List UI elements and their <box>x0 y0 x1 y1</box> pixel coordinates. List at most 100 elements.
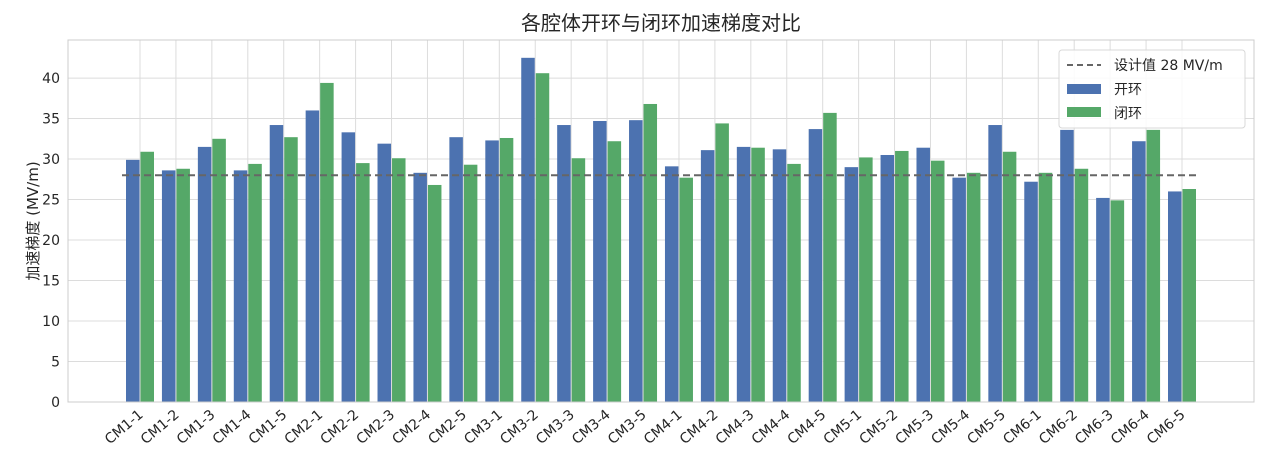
x-tick-label: CM1-5 <box>246 407 291 448</box>
bar-closed-loop-cm5-3 <box>930 160 945 402</box>
legend-label-closed-loop: 闭环 <box>1114 106 1142 122</box>
bar-closed-loop-cm1-1 <box>140 151 154 402</box>
x-tick-label: CM6-2 <box>1036 407 1081 448</box>
plot-frame <box>67 39 1255 403</box>
x-tick-label: CM1-3 <box>174 407 219 448</box>
bar-open-loop-cm1-2 <box>161 170 176 402</box>
bar-closed-loop-cm2-4 <box>427 184 442 402</box>
x-tick-label: CM2-2 <box>318 407 363 448</box>
bar-open-loop-cm4-5 <box>808 129 823 403</box>
bar-open-loop-cm4-3 <box>736 146 751 402</box>
x-tick-label: CM5-3 <box>893 407 938 448</box>
grid <box>68 40 1254 403</box>
x-tick-label: CM6-4 <box>1108 407 1153 448</box>
bars <box>126 57 1196 403</box>
bar-open-loop-cm3-4 <box>593 120 607 402</box>
bar-open-loop-cm4-2 <box>700 150 715 402</box>
bar-open-loop-cm5-3 <box>916 147 930 402</box>
x-tick-label: CM4-3 <box>713 407 758 448</box>
legend-swatch-closed-loop <box>1067 107 1101 117</box>
bar-open-loop-cm2-1 <box>305 110 320 403</box>
bar-open-loop-cm6-5 <box>1168 191 1182 402</box>
x-tick-label: CM4-2 <box>677 407 722 448</box>
bar-open-loop-cm5-2 <box>880 154 895 402</box>
bar-closed-loop-cm5-2 <box>895 150 909 402</box>
bar-open-loop-cm6-2 <box>1060 129 1074 402</box>
bar-open-loop-cm3-2 <box>521 57 535 402</box>
bar-open-loop-cm1-1 <box>126 159 140 402</box>
bar-closed-loop-cm3-1 <box>499 137 514 402</box>
x-tick-label: CM6-5 <box>1144 407 1189 448</box>
x-tick-label: CM4-4 <box>749 407 794 448</box>
bar-open-loop-cm3-5 <box>629 120 643 402</box>
bar-closed-loop-cm1-4 <box>248 163 262 402</box>
x-tick-label: CM2-5 <box>425 407 470 448</box>
bar-open-loop-cm6-1 <box>1024 181 1038 402</box>
bar-closed-loop-cm6-2 <box>1074 168 1089 402</box>
bar-closed-loop-cm5-1 <box>859 157 873 402</box>
bar-open-loop-cm1-4 <box>233 170 248 402</box>
bar-open-loop-cm6-4 <box>1132 141 1146 403</box>
bar-open-loop-cm4-1 <box>664 166 679 402</box>
x-tick-label: CM6-1 <box>1000 407 1045 448</box>
bar-open-loop-cm3-1 <box>485 140 499 402</box>
x-tick-label: CM3-5 <box>605 407 650 448</box>
bar-open-loop-cm2-2 <box>341 132 356 402</box>
x-tick-label: CM4-5 <box>785 407 830 448</box>
x-tick-label: CM3-4 <box>569 407 614 448</box>
x-tick-label: CM5-4 <box>928 407 973 448</box>
y-tick-label: 40 <box>42 71 60 87</box>
x-tick-label: CM2-4 <box>389 407 434 448</box>
bar-closed-loop-cm2-1 <box>320 82 334 403</box>
bar-closed-loop-cm6-3 <box>1110 200 1125 402</box>
x-tick-label: CM5-5 <box>964 407 1009 448</box>
bar-closed-loop-cm2-2 <box>356 163 370 402</box>
bar-open-loop-cm2-4 <box>413 172 427 402</box>
bar-closed-loop-cm4-4 <box>787 163 801 402</box>
chart-title: 各腔体开环与闭环加速梯度对比 <box>521 11 801 35</box>
legend: 设计值 28 MV/m 开环 闭环 <box>1058 49 1246 129</box>
bar-open-loop-cm2-5 <box>449 137 463 402</box>
y-axis-label: 加速梯度 (MV/m) <box>24 161 42 280</box>
bar-open-loop-cm5-1 <box>844 167 859 402</box>
bar-closed-loop-cm5-4 <box>966 172 981 402</box>
bar-open-loop-cm3-3 <box>557 125 571 402</box>
bar-closed-loop-cm2-3 <box>392 158 406 402</box>
y-tick-label: 0 <box>51 395 60 411</box>
y-tick-label: 20 <box>42 233 60 249</box>
legend-label-reference: 设计值 28 MV/m <box>1114 58 1223 74</box>
bar-closed-loop-cm6-4 <box>1146 129 1161 402</box>
x-tick-label: CM1-1 <box>102 407 147 448</box>
x-tick-label: CM4-1 <box>641 407 686 448</box>
y-tick-label: 35 <box>42 112 60 128</box>
y-tick-label: 15 <box>42 274 60 290</box>
x-tick-label: CM3-1 <box>461 407 506 448</box>
bar-open-loop-cm1-5 <box>269 125 284 402</box>
bar-open-loop-cm6-3 <box>1096 197 1110 402</box>
x-tick-label: CM2-1 <box>282 407 327 448</box>
y-tick-label: 30 <box>42 152 60 168</box>
x-tick-label: CM3-2 <box>497 407 542 448</box>
bar-open-loop-cm5-5 <box>988 125 1002 402</box>
legend-box <box>1058 49 1246 129</box>
bar-closed-loop-cm1-3 <box>212 138 226 402</box>
bar-open-loop-cm4-4 <box>772 149 787 402</box>
x-tick-label: CM5-2 <box>857 407 902 448</box>
bar-open-loop-cm5-4 <box>952 177 966 402</box>
bar-open-loop-cm1-3 <box>197 146 212 402</box>
bar-closed-loop-cm2-5 <box>463 164 478 402</box>
x-tick-label: CM1-4 <box>210 407 255 448</box>
y-tick-label: 5 <box>51 355 60 371</box>
x-tick-label: CM6-3 <box>1072 407 1117 448</box>
bar-closed-loop-cm4-3 <box>751 147 765 402</box>
bar-closed-loop-cm1-2 <box>176 168 190 402</box>
y-tick-label: 25 <box>42 193 60 209</box>
bar-closed-loop-cm3-3 <box>571 158 586 402</box>
bar-closed-loop-cm4-1 <box>679 177 693 402</box>
bar-open-loop-cm2-3 <box>377 143 392 402</box>
bar-closed-loop-cm4-2 <box>715 123 729 402</box>
x-tick-label: CM5-1 <box>821 407 866 448</box>
bar-closed-loop-cm4-5 <box>823 112 837 403</box>
